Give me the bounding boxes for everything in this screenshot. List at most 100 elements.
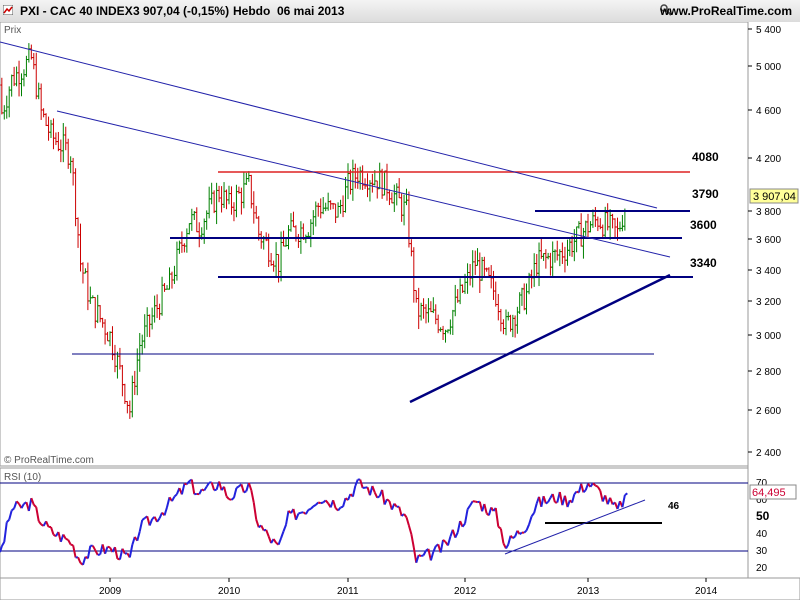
rsi-segment [446, 536, 452, 546]
y-tick-label: 5 400 [756, 25, 781, 36]
rsi-tick-label: 30 [756, 546, 768, 557]
rsi-segment [113, 546, 119, 559]
rsi-segment [210, 482, 216, 491]
rsi-segment [0, 545, 3, 553]
wrench-icon[interactable] [660, 4, 672, 16]
level-label-3600: 3600 [690, 218, 717, 232]
rsi-segment [566, 499, 571, 508]
current-price-tag [749, 188, 799, 204]
rsi-segment [104, 546, 109, 555]
rsi-segment [30, 497, 35, 506]
rsi-segment [599, 490, 604, 502]
y-tick-label: 4 200 [756, 154, 781, 165]
rsi-segment [11, 507, 15, 512]
rsi-segment [324, 499, 329, 504]
x-tick-label: 2012 [454, 586, 477, 597]
rsi-segment [240, 484, 245, 493]
rsi-segment [432, 545, 437, 553]
rsi-level-label: 46 [668, 501, 680, 512]
rsi-tick-label: 50 [756, 509, 770, 523]
rsi-segment [351, 485, 357, 497]
rsi-segment [528, 515, 533, 525]
rsi-segment [292, 508, 297, 520]
rsi-segment [148, 518, 154, 526]
rsi-segment [33, 504, 37, 508]
rsi-value: 64,495 [752, 487, 786, 499]
rsi-segment [228, 498, 232, 501]
rsi-segment [516, 530, 521, 535]
x-tick-label: 2014 [695, 586, 718, 597]
chart-header: PXI - CAC 40 INDEX 3 907,04 (-0,15%) Heb… [0, 0, 800, 23]
rsi-segment [282, 524, 287, 532]
x-tick-label: 2009 [99, 586, 122, 597]
level-label-3340: 3340 [690, 256, 717, 270]
rsi-segment [461, 522, 466, 528]
rsi-tick-label: 70 [756, 478, 768, 489]
rsi-segment [82, 556, 87, 566]
y-axis-panel [748, 22, 800, 600]
rsi-segment [250, 489, 255, 503]
rsi-segment [551, 493, 556, 503]
price-bars [0, 43, 627, 419]
rsi-segment [464, 509, 469, 524]
site-url[interactable]: www.ProRealTime.com [659, 4, 792, 18]
y-tick-label: 2 600 [756, 406, 781, 417]
rsi-segment [542, 495, 547, 504]
current-price-value: 3 907,04 [753, 191, 796, 203]
rsi-segment [364, 486, 368, 489]
rsi-segment [530, 512, 535, 517]
rsi-segment [235, 485, 240, 489]
rsi-segment [255, 519, 260, 528]
secondary-downtrend-line [56, 110, 671, 258]
price-y-axis: 5 400 5 000 4 600 4 200 3 800 3 600 3 40… [756, 25, 781, 459]
rsi-segment [474, 500, 478, 504]
rsi-segment [15, 500, 20, 505]
rsi-segment [131, 536, 136, 546]
rsi-segment [307, 507, 312, 511]
rsi-segment [272, 538, 277, 544]
rsi-segment [592, 482, 597, 487]
x-tick-label: 2013 [577, 586, 600, 597]
rsi-segment [525, 524, 530, 531]
rsi-segment [0, 541, 6, 547]
rsi-segment [415, 554, 420, 564]
long-downtrend-line [0, 41, 658, 209]
rsi-segment [405, 516, 410, 526]
rsi-segment [247, 482, 253, 491]
y-tick-label: 2 800 [756, 367, 781, 378]
y-tick-label: 3 000 [756, 331, 781, 342]
rsi-segment [429, 551, 435, 561]
rsi-segment [512, 535, 516, 540]
rsi-segment [454, 532, 459, 539]
y-tick-label: 3 800 [756, 207, 781, 218]
y-tick-label: 4 600 [756, 106, 781, 117]
rsi-segment [128, 544, 134, 558]
level-label-4080: 4080 [692, 150, 719, 164]
rsi-segment [386, 498, 391, 502]
rsi-segment [186, 480, 191, 485]
rsi-segment [547, 497, 552, 503]
rsi-segment [573, 490, 578, 495]
x-tick-label: 2011 [337, 586, 359, 597]
rsi-panel-label: RSI (10) [4, 472, 41, 483]
rsi-line [0, 478, 628, 566]
rsi-segment [340, 505, 344, 509]
instrument-name: PXI - CAC 40 INDEX [20, 4, 133, 18]
rsi-segment [624, 492, 628, 496]
rsi-segment [533, 503, 538, 514]
rsi-segment [50, 526, 55, 535]
rsi-segment [180, 483, 186, 495]
rsi-segment [94, 549, 99, 556]
rsi-segment [420, 554, 424, 558]
rsi-segment [27, 497, 33, 512]
rsi-segment [505, 544, 510, 549]
rsi-segment [203, 486, 208, 492]
rsi-value-tag [749, 484, 797, 500]
rsi-segment [563, 495, 569, 508]
x-axis: 2009 2010 2011 2012 2013 2014 [99, 586, 718, 597]
rsi-segment [20, 503, 25, 509]
rsi-segment [342, 497, 347, 507]
rsi-segment [381, 489, 386, 505]
rsi-segment [77, 556, 82, 564]
rsi-segment [371, 485, 376, 493]
